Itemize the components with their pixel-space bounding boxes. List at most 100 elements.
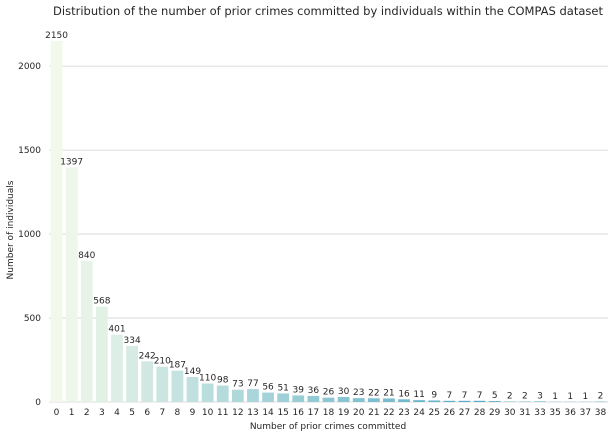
bar-value-label: 51 [277, 383, 288, 393]
x-tick-label: 22 [383, 408, 394, 418]
x-tick-label: 1 [69, 408, 75, 418]
bar [307, 395, 320, 402]
bar [171, 370, 184, 402]
bar-value-label: 9 [431, 390, 437, 400]
bar-value-label: 401 [108, 325, 125, 335]
bar-value-label: 36 [308, 386, 320, 396]
bar [95, 306, 108, 402]
bar [80, 260, 93, 402]
bar [488, 401, 501, 402]
x-tick-label: 9 [190, 408, 196, 418]
x-tick-label: 8 [175, 408, 181, 418]
bar-value-label: 98 [217, 376, 229, 386]
bar [428, 400, 441, 402]
bar [262, 392, 274, 402]
bars [50, 40, 607, 403]
bar-value-label: 30 [338, 387, 350, 397]
bar-value-label: 1 [567, 392, 573, 402]
bar-value-label: 5 [492, 391, 498, 401]
bar [216, 385, 229, 402]
bar-value-label: 2 [507, 392, 513, 402]
bar-value-label: 1 [582, 392, 588, 402]
bar-value-label: 187 [169, 361, 186, 371]
bar-value-label: 7 [462, 391, 468, 401]
bar-value-label: 77 [247, 379, 258, 389]
bar [201, 383, 214, 402]
x-tick-label: 28 [474, 408, 486, 418]
x-tick-label: 5 [129, 408, 135, 418]
y-tick-label: 1000 [18, 230, 41, 240]
bar [186, 376, 199, 402]
bar [126, 345, 138, 402]
x-tick-label: 7 [159, 408, 165, 418]
bar-value-label: 21 [383, 388, 394, 398]
bar-value-label: 23 [353, 388, 364, 398]
x-tick-label: 14 [262, 408, 274, 418]
bar [383, 398, 395, 402]
bar-value-label: 56 [262, 383, 274, 393]
x-tick-label: 21 [368, 408, 379, 418]
x-axis: 0 1 2 3 4 5 6 7 8 9 10 11 12 13 14 15 16 17 18 19 20 21 22 23 24… [54, 408, 607, 418]
y-axis: 0 500 1000 1500 2000 [18, 62, 41, 408]
bar [277, 393, 290, 402]
x-tick-label: 13 [247, 408, 258, 418]
x-tick-label: 35 [549, 408, 560, 418]
bar-value-label: 22 [368, 388, 379, 398]
y-axis-label: Number of individuals [6, 180, 16, 279]
x-tick-label: 29 [489, 408, 501, 418]
bar [367, 398, 380, 402]
x-tick-label: 6 [144, 408, 150, 418]
x-tick-label: 19 [338, 408, 350, 418]
bar-value-label: 334 [124, 336, 141, 346]
x-tick-label: 31 [519, 408, 530, 418]
bar-value-label: 7 [446, 391, 452, 401]
x-tick-label: 11 [217, 408, 228, 418]
x-tick-label: 12 [232, 408, 243, 418]
x-tick-label: 20 [353, 408, 365, 418]
bar-value-label: 2 [522, 392, 528, 402]
bar-value-label: 110 [199, 374, 216, 384]
x-tick-label: 24 [413, 408, 425, 418]
x-tick-label: 3 [99, 408, 105, 418]
bar [398, 399, 410, 402]
bar-value-label: 1397 [60, 157, 83, 167]
x-tick-label: 2 [84, 408, 90, 418]
bar-value-label: 26 [323, 388, 335, 398]
x-tick-label: 23 [398, 408, 409, 418]
bar-value-label: 16 [398, 389, 410, 399]
bar-value-label: 840 [78, 251, 95, 261]
bar [352, 398, 365, 402]
bar [458, 400, 471, 402]
x-tick-label: 15 [277, 408, 288, 418]
bar [413, 400, 426, 402]
bar [231, 389, 244, 402]
bar-value-label: 7 [477, 391, 483, 401]
bar [292, 395, 305, 402]
bar [50, 40, 63, 403]
bar [443, 400, 456, 402]
x-tick-label: 33 [534, 408, 545, 418]
bar-value-label: 3 [537, 391, 543, 401]
bar [322, 397, 335, 402]
y-tick-label: 0 [35, 398, 41, 408]
x-tick-label: 0 [54, 408, 60, 418]
bar-value-label: 1 [552, 392, 558, 402]
x-tick-label: 10 [202, 408, 214, 418]
x-tick-label: 16 [293, 408, 305, 418]
x-tick-label: 26 [444, 408, 456, 418]
bar [141, 361, 154, 402]
bar [111, 334, 123, 402]
x-tick-label: 18 [323, 408, 335, 418]
x-tick-label: 30 [504, 408, 516, 418]
bar [247, 389, 259, 402]
bar-value-label: 2 [598, 392, 604, 402]
bar-value-label: 242 [139, 351, 156, 361]
x-tick-label: 4 [114, 408, 120, 418]
bar-value-label: 39 [293, 385, 305, 395]
x-tick-label: 25 [429, 408, 440, 418]
x-tick-label: 37 [580, 408, 591, 418]
bar-value-label: 210 [154, 357, 171, 367]
x-tick-label: 27 [459, 408, 470, 418]
bar [156, 366, 169, 402]
